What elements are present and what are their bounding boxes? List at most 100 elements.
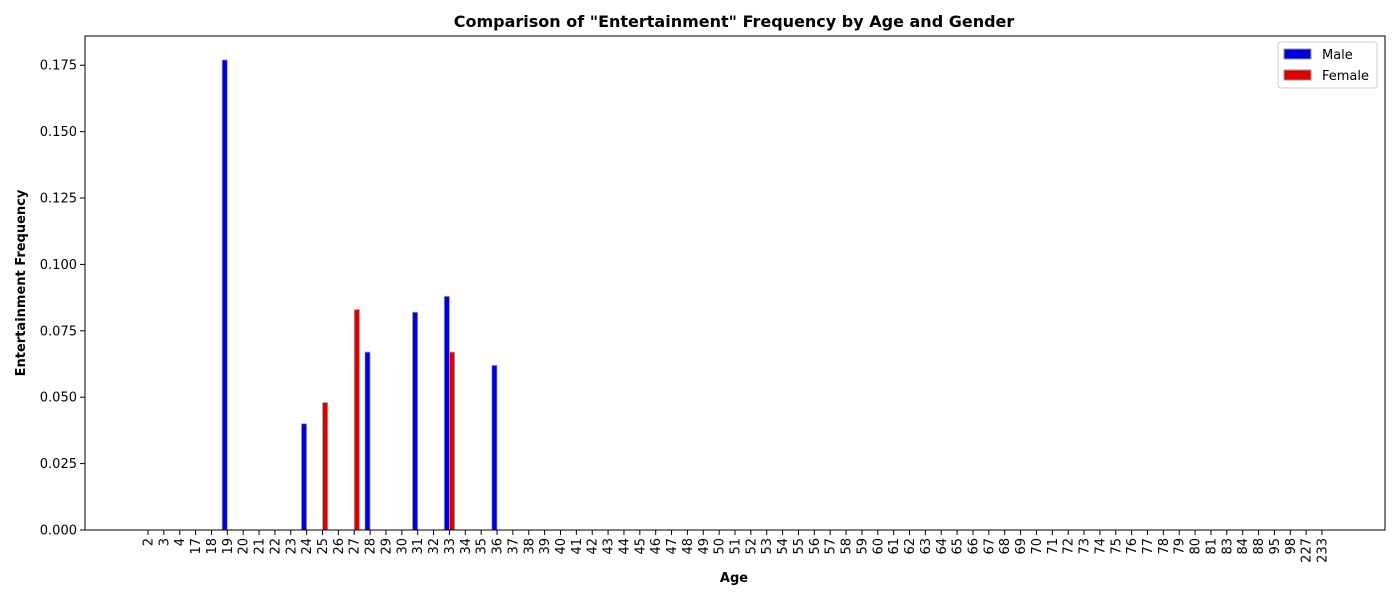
bar-male-24 xyxy=(301,423,308,531)
x-tick-label: 48 xyxy=(681,538,696,555)
x-tick-label: 37 xyxy=(506,538,521,555)
legend-swatch-female xyxy=(1283,69,1312,81)
x-tick-label: 68 xyxy=(998,538,1013,555)
x-axis: 2 3 4 17 18 19 20 21 22 23 24 25 26 27 28 29 30 31 32 33 34 3… xyxy=(142,530,1331,563)
x-tick-label: 98 xyxy=(1284,538,1299,555)
x-tick-label: 73 xyxy=(1078,538,1093,555)
x-tick-label: 32 xyxy=(427,538,442,555)
bar-female-25 xyxy=(322,402,329,531)
legend-label-female: Female xyxy=(1322,69,1369,84)
x-tick-label: 80 xyxy=(1189,538,1204,555)
y-tick-label: 0.125 xyxy=(40,192,77,207)
y-axis: 0.000 0.025 0.050 0.075 0.100 0.125 0.150 0.175 xyxy=(40,59,85,539)
bar-male-28 xyxy=(364,351,371,531)
x-tick-label: 77 xyxy=(1141,538,1156,555)
x-axis-title: Age xyxy=(720,571,748,586)
y-tick-label: 0.175 xyxy=(40,59,77,74)
x-tick-label: 2 xyxy=(142,538,157,546)
x-tick-label: 58 xyxy=(840,538,855,555)
x-tick-label: 31 xyxy=(411,538,426,555)
x-tick-label: 24 xyxy=(300,538,315,555)
bar-male-19 xyxy=(221,59,228,531)
x-tick-label: 63 xyxy=(919,538,934,555)
x-tick-label: 19 xyxy=(221,538,236,555)
x-tick-label: 70 xyxy=(1030,538,1045,555)
x-tick-label: 30 xyxy=(395,538,410,555)
x-tick-label: 69 xyxy=(1014,538,1029,555)
legend-label-male: Male xyxy=(1322,48,1353,63)
x-tick-label: 39 xyxy=(538,538,553,555)
x-tick-label: 79 xyxy=(1173,538,1188,555)
y-tick-label: 0.075 xyxy=(40,324,77,339)
x-tick-label: 28 xyxy=(364,538,379,555)
x-tick-label: 47 xyxy=(665,538,680,555)
x-tick-label: 65 xyxy=(951,538,966,555)
x-tick-label: 76 xyxy=(1125,538,1140,555)
y-tick-label: 0.150 xyxy=(40,125,77,140)
x-tick-label: 95 xyxy=(1268,538,1283,555)
x-tick-label: 71 xyxy=(1046,538,1061,555)
x-tick-label: 52 xyxy=(744,538,759,555)
x-tick-label: 51 xyxy=(729,538,744,555)
x-tick-label: 67 xyxy=(982,538,997,555)
x-tick-label: 61 xyxy=(887,538,902,555)
x-tick-label: 78 xyxy=(1157,538,1172,555)
x-tick-label: 26 xyxy=(332,538,347,555)
x-tick-label: 3 xyxy=(157,538,172,546)
x-tick-label: 72 xyxy=(1062,538,1077,555)
x-tick-label: 84 xyxy=(1236,538,1251,555)
x-tick-label: 55 xyxy=(792,538,807,555)
x-tick-label: 57 xyxy=(824,538,839,555)
x-tick-label: 35 xyxy=(475,538,490,555)
x-tick-label: 33 xyxy=(443,538,458,555)
x-tick-label: 29 xyxy=(379,538,394,555)
x-tick-label: 25 xyxy=(316,538,331,555)
x-tick-label: 4 xyxy=(173,538,188,546)
y-tick-label: 0.100 xyxy=(40,258,77,273)
x-tick-label: 42 xyxy=(586,538,601,555)
y-tick-label: 0.050 xyxy=(40,391,77,406)
x-tick-label: 43 xyxy=(602,538,617,555)
x-tick-label: 50 xyxy=(713,538,728,555)
x-tick-label: 38 xyxy=(522,538,537,555)
legend-swatch-male xyxy=(1283,48,1312,60)
chart-title: Comparison of "Entertainment" Frequency … xyxy=(454,12,1015,31)
x-tick-label: 62 xyxy=(903,538,918,555)
x-tick-label: 21 xyxy=(253,538,268,555)
bar-female-27 xyxy=(353,309,360,531)
x-tick-label: 64 xyxy=(935,538,950,555)
x-tick-label: 88 xyxy=(1252,538,1267,555)
x-tick-label: 74 xyxy=(1093,538,1108,555)
x-tick-label: 59 xyxy=(855,538,870,555)
x-tick-label: 23 xyxy=(284,538,299,555)
x-tick-label: 20 xyxy=(237,538,252,555)
y-axis-title: Entertainment Frequency xyxy=(14,189,29,376)
x-tick-label: 46 xyxy=(649,538,664,555)
bar-female-33 xyxy=(449,351,456,531)
x-tick-label: 45 xyxy=(633,538,648,555)
x-tick-label: 56 xyxy=(808,538,823,555)
x-tick-label: 66 xyxy=(966,538,981,555)
x-tick-label: 60 xyxy=(871,538,886,555)
x-tick-label: 34 xyxy=(459,538,474,555)
x-tick-label: 44 xyxy=(617,538,632,555)
x-tick-label: 18 xyxy=(205,538,220,555)
y-tick-label: 0.000 xyxy=(40,524,77,539)
y-tick-label: 0.025 xyxy=(40,457,77,472)
legend: Male Female xyxy=(1277,41,1378,89)
plot-frame xyxy=(84,35,1386,531)
x-tick-label: 40 xyxy=(554,538,569,555)
x-tick-label: 83 xyxy=(1220,538,1235,555)
bars-layer xyxy=(221,59,498,531)
x-tick-label: 227 xyxy=(1300,538,1315,563)
bar-male-36 xyxy=(491,364,498,531)
x-tick-label: 27 xyxy=(348,538,363,555)
x-tick-label: 75 xyxy=(1109,538,1124,555)
x-tick-label: 81 xyxy=(1204,538,1219,555)
x-tick-label: 53 xyxy=(760,538,775,555)
x-tick-label: 41 xyxy=(570,538,585,555)
bar-male-31 xyxy=(412,311,419,531)
x-tick-label: 22 xyxy=(268,538,283,555)
x-tick-label: 17 xyxy=(189,538,204,555)
